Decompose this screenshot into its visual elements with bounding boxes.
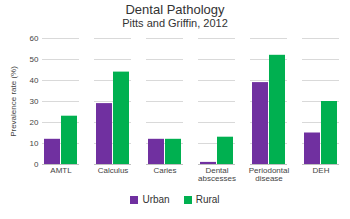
html-text:Urban: Urban (142, 193, 170, 205)
html-text:Rural: Rural (195, 193, 220, 205)
svg-text:60: 60 (30, 34, 39, 43)
svg-text:Periodontaldisease: Periodontaldisease (249, 166, 290, 183)
html-text:Dental Pathology: Dental Pathology (125, 2, 225, 17)
svg-text:Dentalabscesses: Dentalabscesses (198, 166, 236, 183)
svg-text:40: 40 (30, 76, 39, 85)
svg-text:AMTL: AMTL (50, 166, 72, 175)
svg-text:Caries: Caries (153, 166, 176, 175)
svg-text:30: 30 (30, 97, 39, 106)
svg-text:DEH: DEH (313, 166, 330, 175)
svg-text:10: 10 (30, 139, 39, 148)
html-text:Pitts and Griffin, 2012: Pitts and Griffin, 2012 (122, 17, 228, 29)
svg-text:Calculus: Calculus (98, 166, 129, 175)
svg-text:20: 20 (30, 118, 39, 127)
svg-text:0: 0 (34, 160, 39, 169)
svg-text:Prevalence rate (%): Prevalence rate (%) (9, 66, 18, 137)
svg-text:50: 50 (30, 55, 39, 64)
